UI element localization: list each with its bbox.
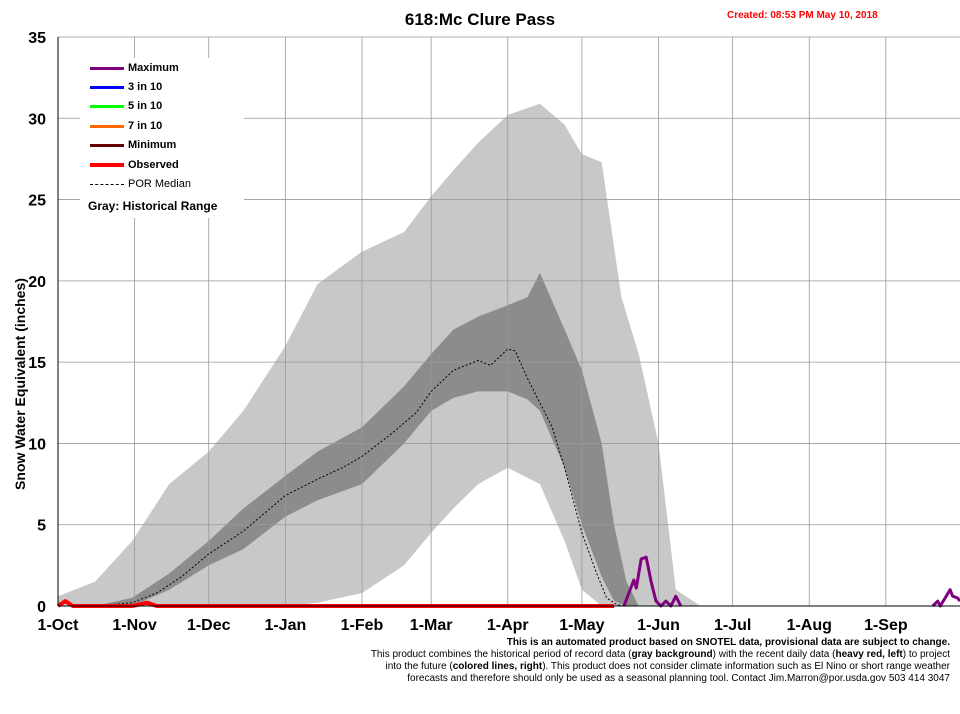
disclaimer-lead: This is an automated product based on SN… xyxy=(506,637,950,648)
y-tick-label: 15 xyxy=(28,355,46,372)
y-tick-label: 30 xyxy=(28,111,46,128)
legend-label: Observed xyxy=(128,159,179,171)
x-tick-label: 1-Apr xyxy=(487,617,529,634)
disclaimer-text: into the future ( xyxy=(385,661,453,672)
legend-label: 3 in 10 xyxy=(128,81,163,93)
legend-item-7in10: 7 in 10 xyxy=(90,119,162,133)
legend-swatch xyxy=(90,143,124,147)
legend-swatch xyxy=(90,104,124,108)
disclaimer: This is an automated product based on SN… xyxy=(250,637,950,685)
x-tick-label: 1-Mar xyxy=(410,617,453,634)
legend-item-minimum: Minimum xyxy=(90,138,176,152)
x-tick-label: 1-Oct xyxy=(38,617,80,634)
maximum-late-line xyxy=(931,588,960,608)
disclaimer-emphasis: gray background xyxy=(631,649,713,660)
tick-labels: 0 5 10 15 20 25 30 35 1-Oct 1-Nov 1-Dec 1-Jan 1-Feb 1… xyxy=(28,30,908,634)
legend-item-3in10: 3 in 10 xyxy=(90,80,162,94)
x-tick-label: 1-Nov xyxy=(112,617,157,634)
y-tick-label: 10 xyxy=(28,436,46,453)
legend-label: POR Median xyxy=(128,178,191,190)
y-tick-label: 25 xyxy=(28,193,46,210)
legend-historical-range: Gray: Historical Range xyxy=(88,199,218,213)
disclaimer-text: ). This product does not consider climat… xyxy=(542,661,950,672)
disclaimer-text: ) with the recent daily data ( xyxy=(712,649,836,660)
disclaimer-emphasis: colored lines, right xyxy=(452,661,543,672)
legend-item-observed: Observed xyxy=(90,158,179,172)
legend-swatch xyxy=(90,66,124,70)
legend-item-5in10: 5 in 10 xyxy=(90,99,162,113)
legend-swatch xyxy=(90,183,124,185)
chart-axes xyxy=(57,37,960,607)
legend-swatch xyxy=(90,124,124,128)
x-tick-label: 1-Feb xyxy=(341,617,384,634)
x-tick-label: 1-Aug xyxy=(787,617,832,634)
legend-item-maximum: Maximum xyxy=(90,61,179,75)
y-tick-label: 35 xyxy=(28,30,46,47)
historical-range-bands xyxy=(58,103,960,606)
legend-label: 7 in 10 xyxy=(128,120,163,132)
x-tick-label: 1-Jul xyxy=(714,617,751,634)
disclaimer-line-4: forecasts and therefore should only be u… xyxy=(407,673,950,684)
disclaimer-emphasis: heavy red, left xyxy=(835,649,903,660)
legend-label: 5 in 10 xyxy=(128,100,163,112)
legend-label: Maximum xyxy=(128,62,179,74)
disclaimer-line-3: into the future (colored lines, right). … xyxy=(250,661,950,673)
chart-title: 618:Mc Clure Pass xyxy=(404,10,556,29)
interquartile-band xyxy=(58,272,960,606)
legend-label: Minimum xyxy=(128,139,177,151)
y-tick-label: 0 xyxy=(37,599,46,616)
x-tick-label: 1-Dec xyxy=(187,617,231,634)
x-tick-label: 1-Sep xyxy=(864,617,908,634)
x-tick-label: 1-Jun xyxy=(637,617,680,634)
x-tick-label: 1-Jan xyxy=(264,617,306,634)
legend: Maximum 3 in 10 5 in 10 7 in 10 Minimum … xyxy=(80,58,244,218)
disclaimer-text: ) to project xyxy=(902,649,950,660)
legend-item-por-median: POR Median xyxy=(90,177,191,191)
y-tick-label: 5 xyxy=(37,518,46,535)
y-axis-label: Snow Water Equivalent (inches) xyxy=(12,278,28,490)
legend-swatch xyxy=(90,85,124,89)
disclaimer-line-2: This product combines the historical per… xyxy=(250,649,950,661)
disclaimer-text: This product combines the historical per… xyxy=(370,649,632,660)
x-tick-label: 1-May xyxy=(559,617,604,634)
legend-swatch xyxy=(90,163,124,167)
y-tick-label: 20 xyxy=(28,274,46,291)
created-timestamp: Created: 08:53 PM May 10, 2018 xyxy=(727,10,878,21)
